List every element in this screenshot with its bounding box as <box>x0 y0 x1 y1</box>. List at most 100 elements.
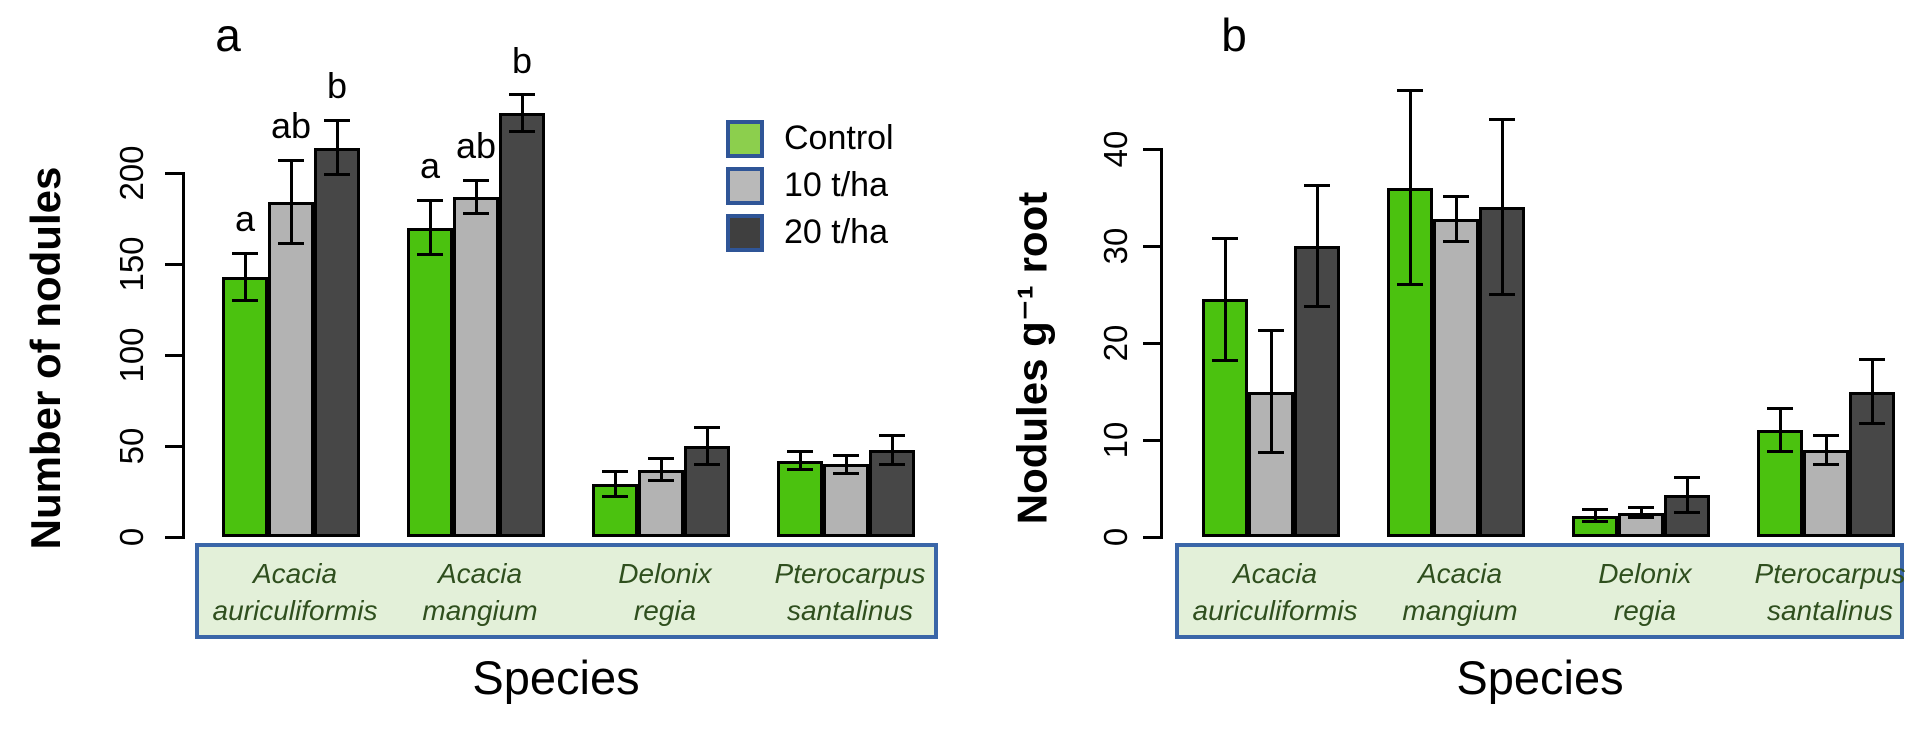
species-name-line: regia <box>1613 595 1677 626</box>
error-bar-cap-bottom <box>1489 293 1515 296</box>
error-bar-cap-top <box>463 178 489 182</box>
error-bar-cap-bottom <box>1304 304 1330 308</box>
error-bar-line <box>705 427 709 465</box>
legend: Control 10 t/ha 20 t/ha <box>726 119 894 260</box>
error-bar-cap-top <box>879 433 905 437</box>
error-bar-cap-top <box>1582 508 1608 512</box>
species-name-line: Acacia <box>1417 558 1503 589</box>
error-bar-cap-top <box>1304 184 1330 188</box>
bar <box>453 196 499 537</box>
bar <box>823 464 869 537</box>
bar <box>869 449 915 537</box>
error-bar-cap-bottom <box>833 471 859 475</box>
species-name-line: Delonix <box>1598 558 1692 589</box>
error-bar-cap-top <box>1674 476 1700 480</box>
bar <box>499 112 545 537</box>
species-name-line: santalinus <box>786 595 914 626</box>
error-bar-cap-bottom <box>1258 451 1284 455</box>
error-bar-line <box>335 120 339 175</box>
species-name-line: Acacia <box>1232 558 1318 589</box>
y-tick-mark <box>165 171 185 175</box>
error-bar-cap-bottom <box>232 298 258 302</box>
error-bar-cap-top <box>1813 433 1839 437</box>
error-bar-cap-top <box>417 198 443 202</box>
species-name: Acacia mangium <box>1402 555 1517 629</box>
error-bar-line <box>1778 408 1782 452</box>
error-bar-cap-bottom <box>1813 462 1839 466</box>
error-bar-cap-bottom <box>648 479 674 483</box>
y-tick-mark <box>165 262 185 266</box>
error-bar-cap-bottom <box>509 129 535 133</box>
error-bar-line <box>798 451 802 470</box>
error-bar-cap-top <box>787 449 813 453</box>
error-bar-line <box>1824 435 1828 465</box>
species-name: Acacia mangium <box>422 555 537 629</box>
error-bar-cap-top <box>1767 407 1793 411</box>
bar <box>1294 246 1340 537</box>
error-bar-cap-bottom <box>602 495 628 499</box>
significance-letter: b <box>511 39 533 81</box>
legend-swatch <box>726 213 764 252</box>
significance-letter: ab <box>455 125 497 167</box>
significance-letter: b <box>326 65 348 107</box>
error-bar-line <box>243 253 247 301</box>
species-name-line: Acacia <box>252 558 338 589</box>
legend-item: Control <box>726 119 894 158</box>
legend-label: Control <box>784 119 894 157</box>
y-tick-mark <box>1143 438 1163 442</box>
error-bar-cap-top <box>232 251 258 255</box>
error-bar-cap-top <box>1443 195 1469 199</box>
error-bar-cap-top <box>833 453 859 457</box>
error-bar-line <box>1269 330 1273 453</box>
error-bar-line <box>1870 359 1874 424</box>
error-bar-cap-bottom <box>417 253 443 257</box>
species-name: Acacia auriculiformis <box>1193 555 1358 629</box>
error-bar-cap-top <box>1628 506 1654 510</box>
bar <box>314 147 360 537</box>
bar <box>1433 218 1479 537</box>
significance-letter: a <box>234 198 256 240</box>
error-bar-cap-top <box>1397 89 1423 93</box>
error-bar-line <box>428 200 432 255</box>
error-bar-cap-top <box>509 93 535 97</box>
species-name-line: auriculiformis <box>1192 595 1358 626</box>
bar <box>268 202 314 537</box>
legend-item: 10 t/ha <box>726 166 894 205</box>
species-name-line: mangium <box>422 595 538 626</box>
error-bar-cap-bottom <box>1212 358 1238 362</box>
species-name: Acacia auriculiformis <box>213 555 378 629</box>
species-name-line: mangium <box>1402 595 1518 626</box>
error-bar-line <box>474 180 478 214</box>
species-name-line: santalinus <box>1766 595 1894 626</box>
error-bar-cap-bottom <box>1628 516 1654 520</box>
panel-a-x-axis-title: Species <box>472 651 640 704</box>
error-bar-line <box>289 160 293 244</box>
error-bar-cap-top <box>602 469 628 473</box>
species-name-line: auriculiformis <box>212 595 378 626</box>
error-bar-line <box>613 471 617 497</box>
species-name-line: Delonix <box>618 558 712 589</box>
error-bar-cap-bottom <box>278 242 304 246</box>
y-tick-mark <box>1143 147 1163 151</box>
error-bar-line <box>1454 196 1458 242</box>
error-bar-line <box>1593 509 1597 522</box>
error-bar-cap-bottom <box>463 211 489 215</box>
legend-swatch <box>726 166 764 205</box>
species-name-line: Pterocarpus <box>774 558 926 589</box>
species-name: Delonix regia <box>1598 555 1691 629</box>
error-bar-line <box>659 458 663 481</box>
y-tick-mark <box>165 535 185 539</box>
species-name-line: regia <box>633 595 697 626</box>
species-name-line: Acacia <box>437 558 523 589</box>
error-bar-cap-bottom <box>1397 283 1423 287</box>
error-bar-cap-bottom <box>1674 511 1700 515</box>
error-bar-cap-top <box>1859 357 1885 361</box>
error-bar-line <box>844 455 848 474</box>
legend-item: 20 t/ha <box>726 213 894 252</box>
error-bar-cap-bottom <box>1443 239 1469 243</box>
legend-swatch <box>726 119 764 158</box>
